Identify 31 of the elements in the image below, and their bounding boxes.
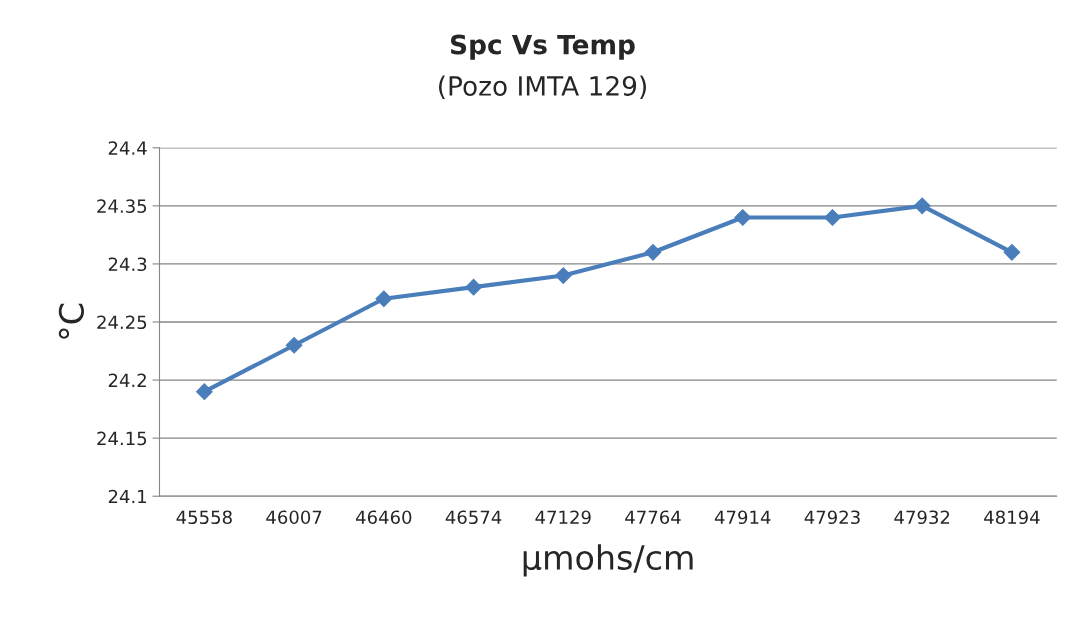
x-tick-label: 46574 [445, 510, 502, 525]
y-tick-label: 24.2 [108, 373, 146, 387]
point [644, 243, 662, 261]
point [554, 267, 572, 284]
point [1003, 243, 1021, 261]
x-tick-label: 47129 [535, 510, 591, 525]
x-tick-label: 45558 [176, 510, 232, 525]
y-tick-label: 24.25 [97, 315, 147, 330]
x-tick-label: 47914 [714, 510, 771, 525]
chart-subtitle: (Pozo IMTA 129) [439, 75, 646, 100]
chart-title: Spc Vs Temp [450, 34, 635, 60]
x-tick-label: 47764 [625, 510, 681, 525]
point [285, 336, 303, 354]
point [734, 209, 752, 226]
y-tick-label: 24.4 [108, 141, 147, 155]
x-tick-label: 47923 [804, 510, 860, 525]
y-tick-label: 24.35 [97, 199, 147, 213]
y-axis-title: °C [58, 303, 84, 339]
point [195, 383, 213, 401]
x-tick-label: 46460 [355, 510, 412, 525]
point [465, 278, 482, 296]
y-tick-label: 24.1 [108, 489, 147, 504]
x-tick-label: 46007 [266, 510, 322, 525]
x-tick-label: 47932 [894, 510, 950, 525]
y-tick-label: 24.3 [108, 257, 147, 272]
point [824, 209, 841, 226]
x-tick-label: 48194 [984, 510, 1040, 525]
y-tick-label: 24.15 [97, 431, 147, 446]
point [913, 197, 931, 215]
x-axis-title: μmohs/cm [523, 544, 693, 577]
point [375, 290, 393, 308]
